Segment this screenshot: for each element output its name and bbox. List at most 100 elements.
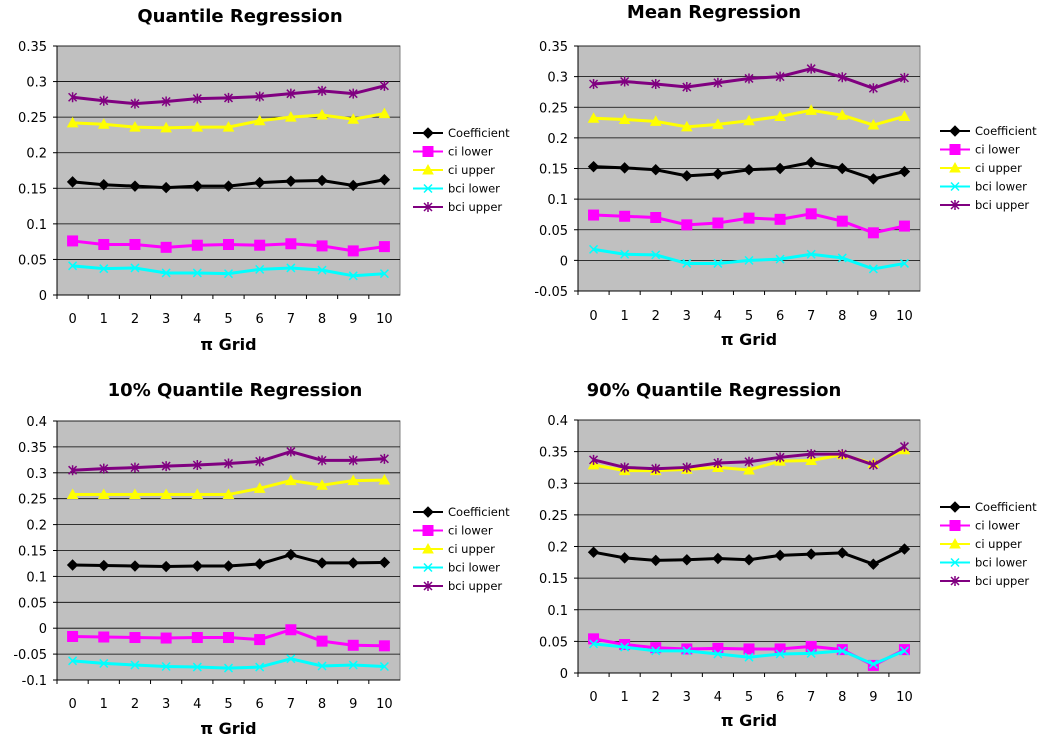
chart-4-bci-lower-point <box>713 649 723 659</box>
chart-3-y-tick-label: -0.1 <box>22 674 47 689</box>
chart-2-bci-lower-point <box>868 264 878 274</box>
chart-2-ci-upper-point <box>743 114 755 126</box>
chart-2-legend-label-ci-upper: ci upper <box>975 161 1022 175</box>
chart-1-x-tick-label: 3 <box>162 312 170 327</box>
chart-4-y-tick-label: 0.4 <box>547 414 568 429</box>
chart-1-ci-lower-point <box>347 245 359 257</box>
chart-3-ci-lower-point <box>254 634 266 646</box>
chart-2-bci-lower-point <box>837 253 847 263</box>
chart-1-legend-marker-ci-lower <box>422 146 434 157</box>
chart-1-series-bci-upper <box>68 80 389 109</box>
chart-2-ci-lower-point <box>588 209 600 221</box>
chart-4-title: 90% Quantile Regression <box>587 380 842 401</box>
chart-2-bci-lower-point <box>806 249 816 259</box>
chart-1-y-tick-label: 0.05 <box>18 253 47 268</box>
chart-3-bci-lower-point <box>223 663 234 673</box>
chart-1-bci-upper-point <box>379 80 389 91</box>
chart-4-bci-upper-point <box>868 459 878 470</box>
chart-2-ci-lower-point <box>805 208 817 220</box>
chart-3-bci-upper-point <box>192 460 202 471</box>
chart-2-legend-label-coefficient: Coefficient <box>975 124 1037 138</box>
chart-4-legend-marker-bci-lower <box>950 557 960 568</box>
chart-4-x-tick-label: 6 <box>776 690 784 705</box>
chart-2-ci-lower-point <box>774 213 786 225</box>
chart-4-x-tick-label: 1 <box>620 690 628 705</box>
chart-4-bci-lower-point <box>775 649 785 659</box>
chart-4-series-bci-upper <box>589 441 909 474</box>
chart-2-x-axis-label: π Grid <box>721 330 777 349</box>
chart-2-x-tick-label: 0 <box>589 309 597 324</box>
chart-3-series-ci-upper <box>66 474 391 500</box>
chart-1-legend-label-ci-lower: ci lower <box>448 145 493 159</box>
chart-1-ci-upper-point <box>316 108 328 120</box>
chart-2-ci-lower-point <box>712 217 724 229</box>
chart-2-ci-upper-point <box>898 110 911 121</box>
chart-3-coefficient-point <box>316 557 328 569</box>
chart-1-legend-label-bci-upper: bci upper <box>448 200 502 214</box>
chart-1-legend-marker-bci-lower <box>423 183 433 194</box>
chart-1-y-tick-label: 0.15 <box>18 182 47 197</box>
chart-2-y-tick-label: -0.05 <box>534 285 568 300</box>
chart-1-x-tick-label: 0 <box>68 312 76 327</box>
chart-2-coefficient-point <box>618 162 631 174</box>
chart-3-ci-upper-point <box>191 488 204 500</box>
chart-3-coefficient-point <box>253 558 266 570</box>
chart-3-x-tick-label: 5 <box>224 697 232 712</box>
chart-1-bci-lower-point <box>348 271 358 281</box>
chart-1-ci-upper-point <box>285 111 297 122</box>
chart-4-x-tick-label: 8 <box>838 690 846 705</box>
chart-3-ci-lower-point <box>67 630 79 642</box>
chart-2-coefficient-point <box>743 164 755 176</box>
chart-2-legend-label-bci-upper: bci upper <box>975 198 1029 212</box>
chart-1-x-tick-label: 8 <box>318 312 326 327</box>
chart-3-bci-lower-point <box>99 658 109 668</box>
chart-2-bci-upper-point <box>589 78 599 89</box>
chart-3-y-tick-label: 0.3 <box>26 467 47 482</box>
chart-3-bci-upper-point <box>223 458 234 469</box>
chart-4-x-tick-label: 9 <box>869 690 877 705</box>
chart-2-x-tick-label: 7 <box>807 309 815 324</box>
chart-4-x-axis-label: π Grid <box>721 711 777 730</box>
chart-2-series-bci-upper <box>589 63 909 94</box>
chart-3-bci-upper-point <box>161 461 171 472</box>
chart-3-x-tick-label: 9 <box>349 697 357 712</box>
chart-3-ci-lower-point <box>378 640 390 652</box>
chart-1-bci-lower-point <box>317 265 327 275</box>
chart-3-x-tick-label: 0 <box>68 697 76 712</box>
chart-3-legend-label-bci-lower: bci lower <box>448 561 500 575</box>
chart-4-bci-upper-point <box>837 449 847 460</box>
chart-2-coefficient-point <box>650 164 662 176</box>
chart-1-legend-marker-ci-upper <box>422 163 434 175</box>
chart-2-bci-upper-point <box>899 72 909 83</box>
chart-1-coefficient-point <box>160 181 172 194</box>
chart-1-y-tick-label: 0.2 <box>26 147 47 162</box>
chart-1-x-tick-label: 2 <box>131 312 139 327</box>
chart-3-bci-lower-point <box>317 661 327 671</box>
chart-4-bci-lower-point <box>806 648 816 658</box>
chart-2-bci-upper-point <box>651 78 661 89</box>
chart-3-ci-lower-point <box>316 635 328 647</box>
chart-3-ci-upper-point <box>378 474 391 485</box>
chart-3-ci-lower-point <box>223 632 234 644</box>
chart-2-ci-upper-point <box>836 109 849 120</box>
chart-1-bci-upper-point <box>99 95 109 106</box>
chart-2-x-tick-label: 9 <box>869 309 877 324</box>
chart-3-legend-label-bci-upper: bci upper <box>448 579 502 593</box>
chart-2-title: Mean Regression <box>627 2 801 23</box>
chart-4-legend-label-ci-upper: ci upper <box>975 537 1022 551</box>
chart-1-coefficient-point <box>98 179 110 191</box>
chart-3-legend: Coefficient ci lower ci upper bci lower bci … <box>413 505 510 593</box>
chart-2-mean-regression: Mean Regression -0.05 0 0.05 0.1 0.15 0.2 0.25 0… <box>534 2 1037 349</box>
chart-2-ci-upper-point <box>649 115 662 126</box>
chart-3-ci-lower-point <box>285 624 297 636</box>
chart-3-y-tick-label: 0.35 <box>18 441 47 456</box>
chart-3-bci-lower-point <box>130 660 140 670</box>
chart-2-bci-lower-point <box>589 244 599 254</box>
chart-1-bci-lower-point <box>192 268 202 278</box>
chart-2-bci-upper-point <box>713 77 723 88</box>
chart-4-y-tick-label: 0.1 <box>547 604 568 619</box>
chart-3-coefficient-point <box>66 559 79 571</box>
chart-1-series-ci-lower <box>67 235 390 257</box>
chart-1-ci-upper-point <box>129 121 141 132</box>
